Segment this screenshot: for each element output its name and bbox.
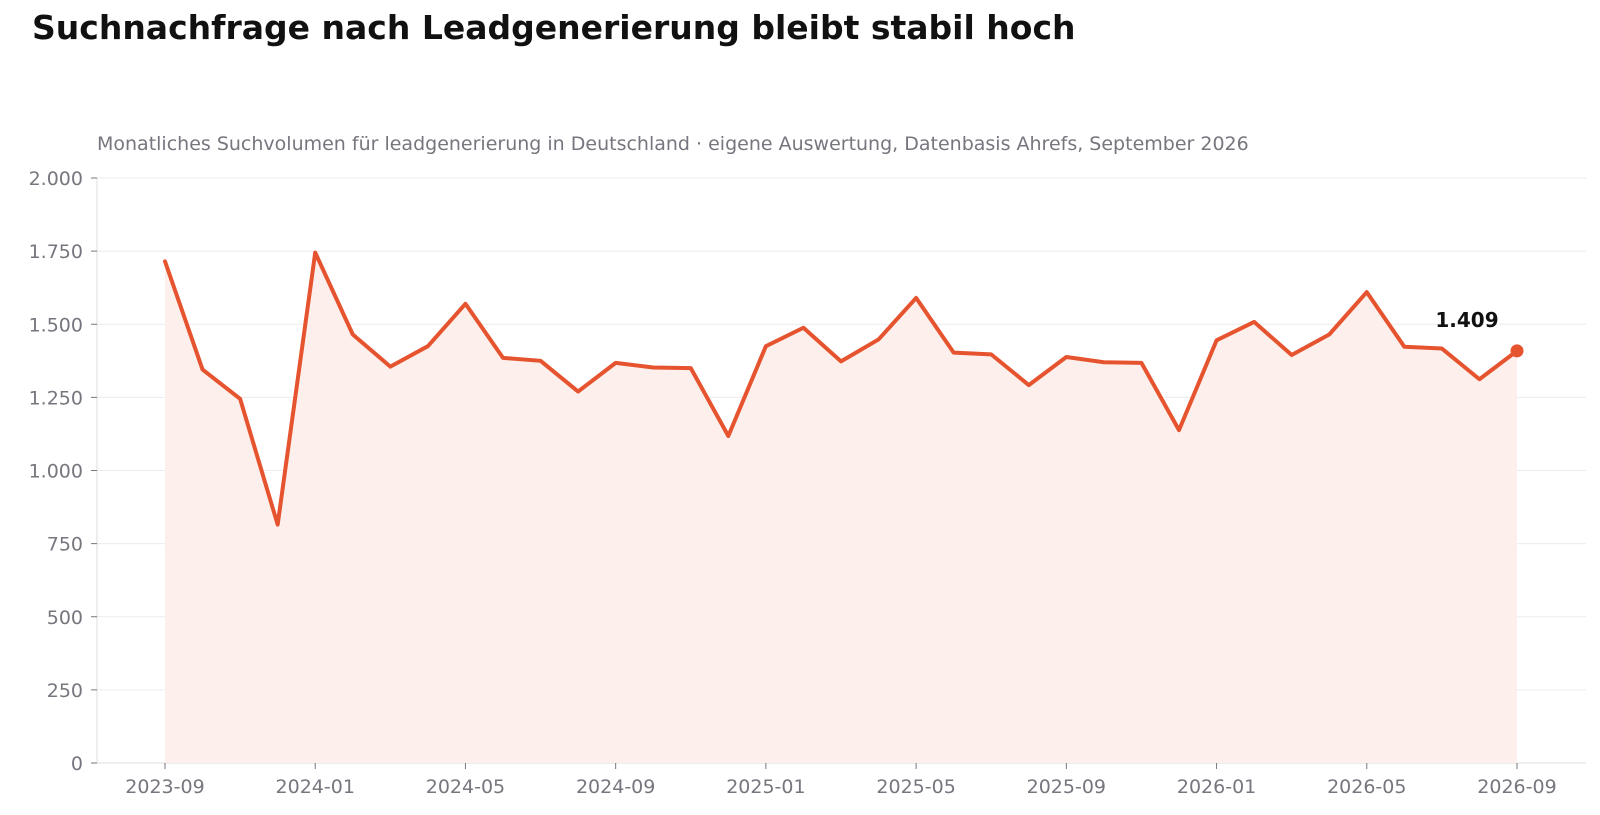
y-tick-label: 1.500 bbox=[29, 314, 83, 336]
x-tick-label: 2026-09 bbox=[1477, 776, 1556, 798]
data-point-2025-04 bbox=[876, 336, 882, 342]
area-fill bbox=[165, 252, 1517, 763]
series-line bbox=[163, 250, 1519, 527]
data-point-2023-12 bbox=[275, 522, 281, 528]
data-point-2024-10 bbox=[650, 365, 656, 371]
data-point-2023-10 bbox=[200, 367, 206, 373]
data-point-2024-04 bbox=[425, 343, 431, 349]
data-point-2026-06 bbox=[1401, 344, 1407, 350]
data-point-2024-01 bbox=[312, 250, 318, 256]
data-point-2024-12 bbox=[725, 433, 731, 439]
y-tick-label: 1.000 bbox=[29, 461, 83, 483]
x-tick-label: 2024-01 bbox=[276, 776, 355, 798]
data-point-2025-12 bbox=[1176, 427, 1182, 433]
latest-point-marker bbox=[1510, 344, 1524, 358]
data-point-2025-08 bbox=[1026, 382, 1032, 388]
data-point-2026-04 bbox=[1326, 331, 1332, 337]
data-point-2025-03 bbox=[838, 358, 844, 364]
data-point-2026-05 bbox=[1364, 289, 1370, 295]
data-point-2024-06 bbox=[500, 355, 506, 361]
y-tick-label: 750 bbox=[47, 534, 83, 556]
x-tick-label: 2026-01 bbox=[1177, 776, 1256, 798]
y-tick-label: 1.250 bbox=[29, 387, 83, 409]
data-point-2026-01 bbox=[1214, 337, 1220, 343]
latest-value-label: 1.409 bbox=[1435, 308, 1498, 332]
data-point-2024-02 bbox=[350, 331, 356, 337]
data-point-2025-02 bbox=[800, 325, 806, 331]
series-line-layer bbox=[163, 250, 1519, 527]
data-point-2025-09 bbox=[1063, 354, 1069, 360]
data-point-2024-07 bbox=[538, 358, 544, 364]
x-tick-label: 2025-09 bbox=[1027, 776, 1106, 798]
x-tick-label: 2026-05 bbox=[1327, 776, 1406, 798]
data-point-2025-01 bbox=[763, 343, 769, 349]
data-point-2026-03 bbox=[1289, 352, 1295, 358]
data-point-2025-07 bbox=[988, 351, 994, 357]
x-tick-label: 2025-05 bbox=[876, 776, 955, 798]
chart-subtitle: Monatliches Suchvolumen für leadgenerier… bbox=[97, 133, 1249, 155]
data-point-2025-06 bbox=[951, 350, 957, 356]
data-point-2026-02 bbox=[1251, 319, 1257, 325]
x-tick-label: 2025-01 bbox=[726, 776, 805, 798]
area-fill-layer bbox=[165, 252, 1517, 763]
data-point-2023-11 bbox=[237, 396, 243, 402]
data-point-2025-11 bbox=[1138, 360, 1144, 366]
y-tick-label: 250 bbox=[47, 680, 83, 702]
data-point-2025-10 bbox=[1101, 359, 1107, 365]
data-point-2025-05 bbox=[913, 295, 919, 301]
chart-title: Suchnachfrage nach Leadgenerierung bleib… bbox=[32, 8, 1076, 47]
data-point-2024-03 bbox=[387, 364, 393, 370]
data-point-2024-09 bbox=[613, 360, 619, 366]
data-point-2024-05 bbox=[462, 301, 468, 307]
y-axis-ticks: 0 250 500 750 1.000 1.250 1.500 1.750 2.000 bbox=[29, 168, 97, 775]
data-point-2023-09 bbox=[162, 258, 168, 264]
data-point-2026-08 bbox=[1476, 376, 1482, 382]
annotation-layer: 1.409 bbox=[1435, 308, 1524, 358]
data-point-2024-11 bbox=[688, 365, 694, 371]
x-tick-label: 2024-09 bbox=[576, 776, 655, 798]
x-tick-label: 2023-09 bbox=[125, 776, 204, 798]
y-tick-label: 500 bbox=[47, 607, 83, 629]
data-point-2026-07 bbox=[1439, 346, 1445, 352]
x-tick-label: 2024-05 bbox=[426, 776, 505, 798]
data-point-2024-08 bbox=[575, 389, 581, 395]
y-tick-label: 0 bbox=[71, 753, 83, 775]
y-tick-label: 1.750 bbox=[29, 241, 83, 263]
y-tick-label: 2.000 bbox=[29, 168, 83, 190]
x-axis-ticks: 2023-09 2024-01 2024-05 2024-09 2025-01 2025-… bbox=[125, 763, 1557, 798]
